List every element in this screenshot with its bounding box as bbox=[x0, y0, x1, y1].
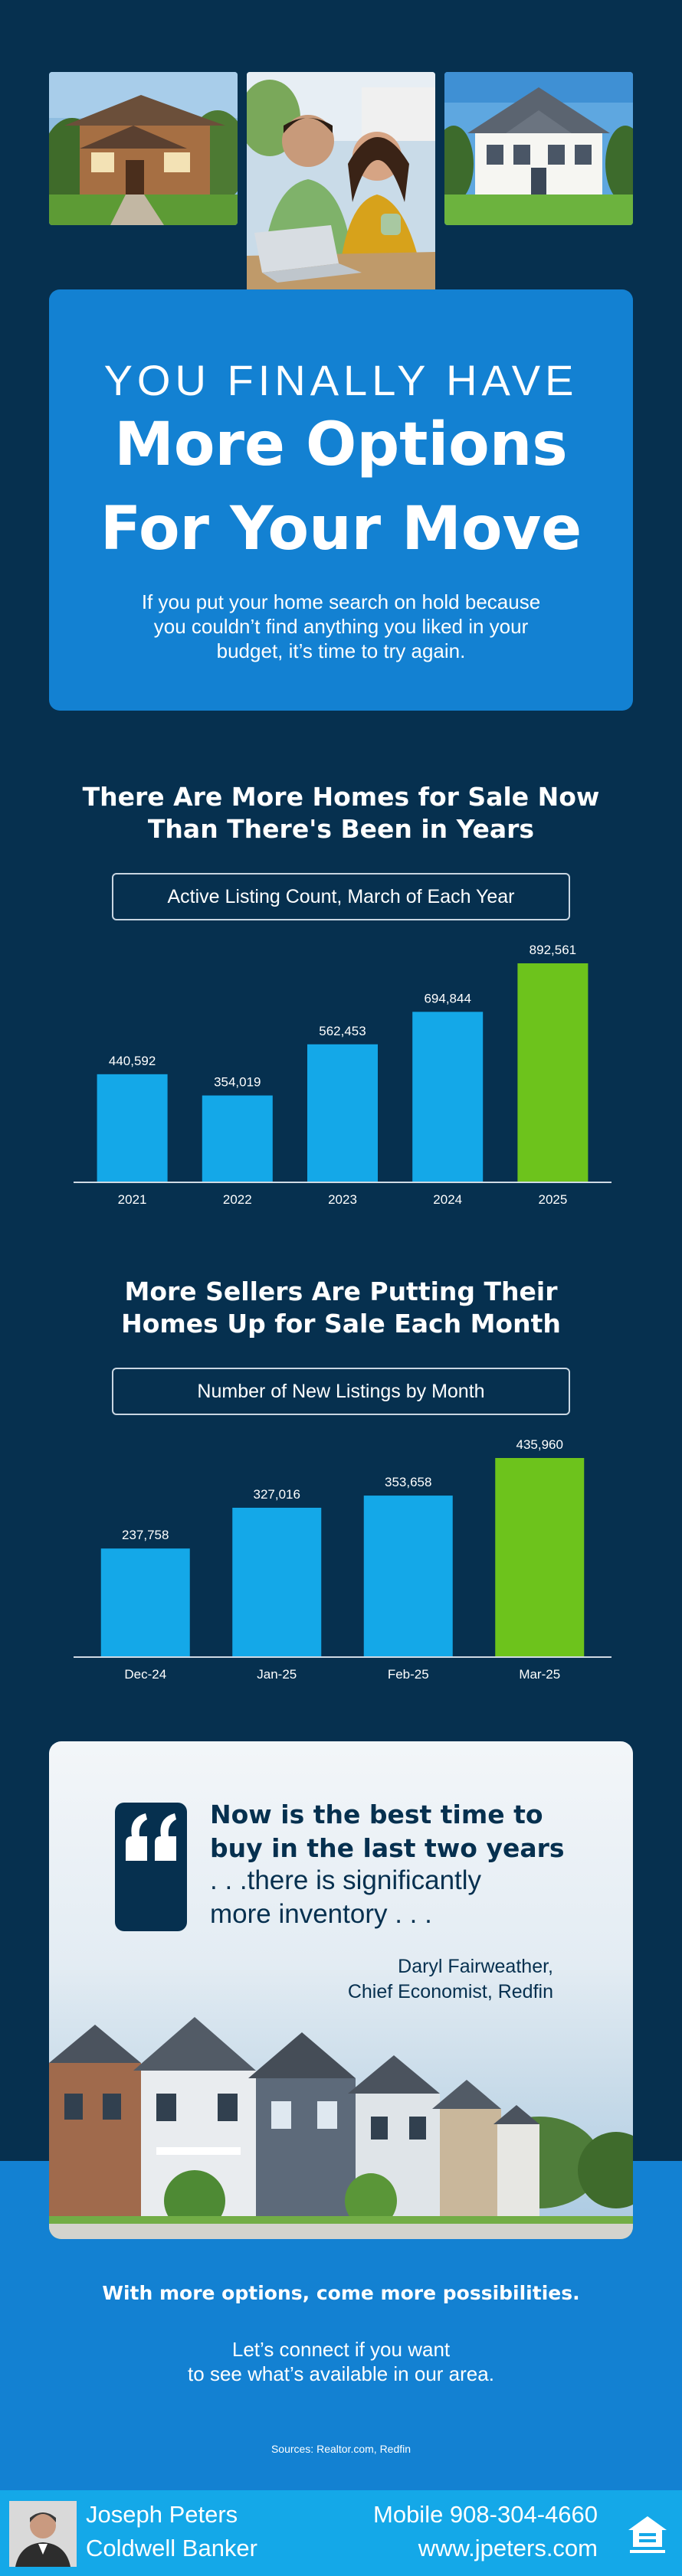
photo-craftsman-house bbox=[49, 72, 238, 225]
quote-headline-line1: Now is the best time to bbox=[210, 1800, 543, 1829]
quote-mark-icon bbox=[115, 1803, 187, 1931]
quote-text-line2: more inventory . . . bbox=[210, 1899, 432, 1929]
category-label: Dec-24 bbox=[124, 1667, 166, 1682]
agent-company: Coldwell Banker bbox=[86, 2535, 257, 2561]
category-label: 2021 bbox=[118, 1192, 147, 1207]
chart1-label: Active Listing Count, March of Each Year bbox=[112, 873, 570, 920]
title-eyebrow: YOU FINALLY HAVE bbox=[103, 356, 579, 404]
sources-note: Sources: Realtor.com, Redfin bbox=[271, 2443, 411, 2455]
section2-heading: More Sellers Are Putting Their Homes Up … bbox=[0, 1276, 682, 1340]
bar-Mar-25 bbox=[495, 1458, 585, 1657]
category-label: Feb-25 bbox=[388, 1667, 429, 1682]
category-label: Jan-25 bbox=[257, 1667, 297, 1682]
bar-Feb-25 bbox=[363, 1496, 453, 1657]
title-body-text: If you put your home search on hold beca… bbox=[141, 590, 541, 662]
agent-phone[interactable]: Mobile 908-304-4660 bbox=[373, 2501, 598, 2528]
photo-white-house bbox=[444, 72, 633, 225]
category-label: 2025 bbox=[538, 1192, 567, 1207]
category-label: Mar-25 bbox=[519, 1667, 560, 1682]
closing-body: Let’s connect if you want to see what’s … bbox=[0, 2337, 682, 2386]
photo-couple-on-laptop bbox=[247, 72, 435, 290]
bar-value-label: 237,758 bbox=[122, 1528, 169, 1542]
quote-headline: Now is the best time to buy in the last … bbox=[210, 1798, 608, 1865]
bar-value-label: 353,658 bbox=[385, 1475, 431, 1489]
section2-heading-line1: More Sellers Are Putting Their bbox=[124, 1277, 558, 1306]
closing-body-line1: Let’s connect if you want bbox=[231, 2338, 451, 2361]
bar-2025 bbox=[517, 963, 589, 1182]
bar-2022 bbox=[202, 1095, 273, 1182]
quote-author: Daryl Fairweather, Chief Economist, Redf… bbox=[348, 1954, 553, 2005]
section1-heading: There Are More Homes for Sale Now Than T… bbox=[0, 781, 682, 845]
category-label: 2023 bbox=[328, 1192, 357, 1207]
quote-author-name: Daryl Fairweather, bbox=[398, 1956, 553, 1977]
quote-author-title: Chief Economist, Redfin bbox=[347, 1981, 553, 2002]
section1-heading-line1: There Are More Homes for Sale Now bbox=[82, 782, 600, 812]
title-heading-line1: More Options bbox=[114, 410, 568, 479]
closing-headline: With more options, come more possibiliti… bbox=[102, 2282, 580, 2304]
bar-value-label: 440,592 bbox=[109, 1054, 156, 1068]
bar-Dec-24 bbox=[100, 1548, 190, 1657]
bar-value-label: 694,844 bbox=[424, 991, 471, 1005]
title-heading-line2: For Your Move bbox=[100, 495, 582, 564]
closing-body-line2: to see what’s available in our area. bbox=[188, 2362, 494, 2385]
quote-text: . . .there is significantly more invento… bbox=[210, 1864, 608, 1931]
agent-footer: Joseph Peters Coldwell Banker Mobile 908… bbox=[0, 2490, 682, 2576]
title-card: YOU FINALLY HAVE More Options For Your M… bbox=[49, 289, 633, 711]
bar-value-label: 562,453 bbox=[319, 1024, 366, 1038]
bar-value-label: 354,019 bbox=[214, 1075, 261, 1090]
section2-heading-line2: Homes Up for Sale Each Month bbox=[121, 1309, 561, 1339]
bar-2021 bbox=[97, 1074, 168, 1182]
equal-housing-opportunity-icon bbox=[627, 2513, 668, 2556]
section1-heading-line2: Than There's Been in Years bbox=[147, 814, 535, 844]
agent-name: Joseph Peters bbox=[86, 2501, 238, 2528]
agent-website-link[interactable]: www.jpeters.com bbox=[418, 2535, 598, 2561]
chart-active-listings: 440,592 2021 354,019 2022 562,453 2023 694,844… bbox=[74, 943, 612, 1207]
chart-new-listings: 237,758 Dec-24 327,016 Jan-25 353,658 Feb-25 4… bbox=[74, 1437, 612, 1682]
photo-townhouses bbox=[49, 2017, 633, 2239]
bar-value-label: 892,561 bbox=[530, 943, 576, 957]
bar-value-label: 435,960 bbox=[516, 1437, 563, 1452]
agent-avatar bbox=[9, 2501, 77, 2567]
category-label: 2022 bbox=[223, 1192, 252, 1207]
quote-card: Now is the best time to buy in the last … bbox=[49, 1741, 633, 2239]
quote-headline-line2: buy in the last two years bbox=[210, 1833, 565, 1863]
bar-2024 bbox=[412, 1012, 484, 1182]
category-label: 2024 bbox=[433, 1192, 462, 1207]
bar-value-label: 327,016 bbox=[254, 1487, 300, 1502]
quote-text-line1: . . .there is significantly bbox=[210, 1865, 482, 1895]
bar-2023 bbox=[307, 1044, 378, 1182]
chart2-label: Number of New Listings by Month bbox=[112, 1368, 570, 1415]
bar-Jan-25 bbox=[232, 1507, 322, 1657]
